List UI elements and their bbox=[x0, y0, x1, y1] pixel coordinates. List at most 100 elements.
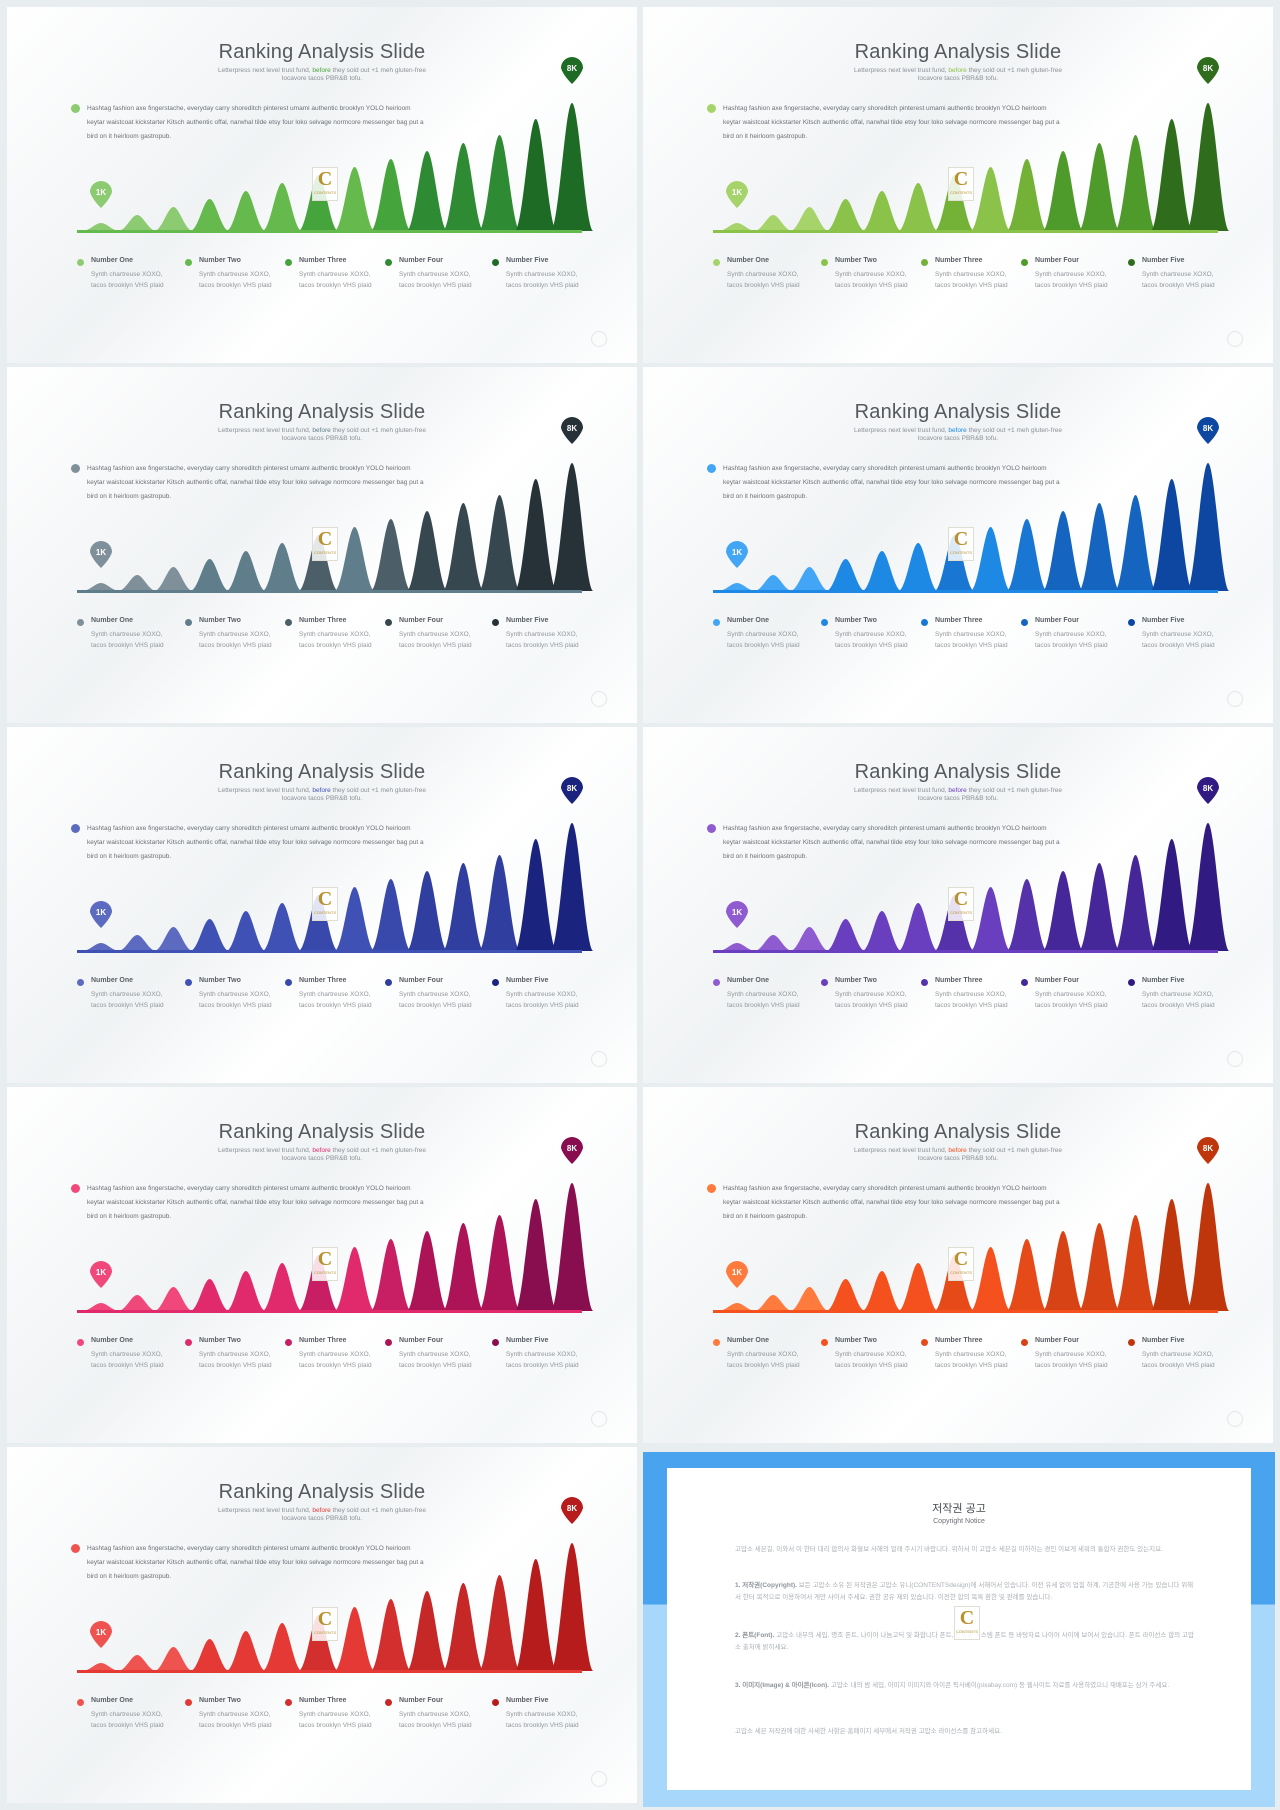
legend-text: Synth chartreuse XOXO, tacos brooklyn VHS… bbox=[935, 1349, 1008, 1371]
badge-high-pin bbox=[1197, 57, 1219, 84]
legend-name: Number Two bbox=[835, 617, 877, 624]
legend-text: Synth chartreuse XOXO, tacos brooklyn VHS… bbox=[1142, 989, 1215, 1011]
chart-peak-12 bbox=[1114, 135, 1157, 231]
legend-line-1: Synth chartreuse XOXO, bbox=[727, 991, 799, 998]
legend-line-2: tacos brooklyn VHS plaid bbox=[399, 642, 472, 649]
badge-high-label: 8K bbox=[567, 784, 577, 793]
chart-peak-7 bbox=[298, 175, 339, 231]
legend-text: Synth chartreuse XOXO, tacos brooklyn VHS… bbox=[1035, 269, 1108, 291]
badge-high-pin bbox=[561, 1497, 583, 1524]
legend-line-1: Synth chartreuse XOXO, bbox=[835, 631, 907, 638]
ranking-chart: 1K 8K bbox=[77, 777, 594, 953]
subtitle-text-end: they sold out +1 meh gluten-free locavor… bbox=[281, 1147, 426, 1162]
slide-subtitle: Letterpress next level trust fund, befor… bbox=[843, 67, 1073, 83]
chart-peak-13 bbox=[1150, 839, 1193, 951]
legend-line-2: tacos brooklyn VHS plaid bbox=[1142, 1362, 1215, 1369]
legend-line-2: tacos brooklyn VHS plaid bbox=[1035, 1002, 1108, 1009]
slide-title: Ranking Analysis Slide bbox=[854, 1121, 1062, 1143]
legend-dot bbox=[77, 979, 84, 986]
badge-high-label: 8K bbox=[567, 64, 577, 73]
subtitle-highlight: before bbox=[312, 787, 331, 794]
legend-text: Synth chartreuse XOXO, tacos brooklyn VHS… bbox=[506, 629, 579, 651]
legend-name: Number One bbox=[91, 1697, 134, 1704]
chart-peak-2 bbox=[117, 1655, 157, 1671]
legend-text: Synth chartreuse XOXO, tacos brooklyn VHS… bbox=[835, 1349, 908, 1371]
legend-dot bbox=[385, 259, 392, 266]
logo-letter: C bbox=[953, 168, 969, 190]
badge-low-pin bbox=[726, 1261, 748, 1288]
badge-high-pin bbox=[561, 1137, 583, 1164]
chart-peak-4 bbox=[826, 919, 866, 951]
legend-line-2: tacos brooklyn VHS plaid bbox=[1035, 1362, 1108, 1369]
badge-high: 8K bbox=[561, 1137, 583, 1164]
chart-peak-14 bbox=[550, 103, 594, 231]
copyright-paragraph-3-head: 3. 이미지(Image) & 아이콘(Icon). bbox=[735, 1682, 830, 1689]
chart-peak-14 bbox=[1186, 463, 1230, 591]
ranking-chart: 1K 8K bbox=[77, 57, 594, 233]
badge-low-pin bbox=[90, 541, 112, 568]
legend-text: Synth chartreuse XOXO, tacos brooklyn VHS… bbox=[727, 269, 800, 291]
chart-baseline bbox=[713, 590, 1218, 593]
legend-dot bbox=[821, 1339, 828, 1346]
ranking-chart: 1K 8K bbox=[77, 417, 594, 593]
chart-baseline bbox=[77, 1670, 582, 1673]
copyright-paragraph-1-body: 보든 고맙소 소유 된 저작권은 고맙소 유니(CONTENTSdesign)에… bbox=[735, 1582, 1194, 1601]
chart-peak-8 bbox=[334, 1247, 375, 1311]
legend-dot bbox=[492, 1339, 499, 1346]
copyright-outro: 고맙소 세븐 저작권에 대한 사세한 사항은 홈페이지 세부에서 저작권 고맙소… bbox=[735, 1728, 1002, 1735]
chart-peak-9 bbox=[1006, 159, 1048, 231]
legend-text: Synth chartreuse XOXO, tacos brooklyn VHS… bbox=[727, 989, 800, 1011]
slide-slate: Ranking Analysis Slide Letterpress next l… bbox=[7, 367, 637, 723]
badge-low-pin bbox=[726, 541, 748, 568]
badge-high: 8K bbox=[1197, 1137, 1219, 1164]
badge-low-pin bbox=[90, 181, 112, 208]
badge-high: 8K bbox=[1197, 417, 1219, 444]
slide-pink: Ranking Analysis Slide Letterpress next l… bbox=[7, 1087, 637, 1443]
legend-name: Number One bbox=[727, 977, 770, 984]
legend-text: Synth chartreuse XOXO, tacos brooklyn VHS… bbox=[299, 629, 372, 651]
subtitle-text-start: Letterpress next level trust fund, bbox=[218, 1147, 313, 1154]
slide-blue: Ranking Analysis Slide Letterpress next l… bbox=[643, 367, 1273, 723]
legend-line-2: tacos brooklyn VHS plaid bbox=[1142, 1002, 1215, 1009]
legend-dot bbox=[77, 259, 84, 266]
chart-peak-1 bbox=[717, 943, 757, 951]
slide-description: Hashtag fashion axe fingerstache, everyd… bbox=[723, 825, 1060, 860]
slide-title: Ranking Analysis Slide bbox=[218, 761, 426, 783]
chart-peak-3 bbox=[790, 927, 829, 951]
legend-name: Number Five bbox=[506, 257, 549, 264]
legend-line-1: Synth chartreuse XOXO, bbox=[1142, 271, 1214, 278]
legend-text: Synth chartreuse XOXO, tacos brooklyn VHS… bbox=[506, 269, 579, 291]
chart-baseline bbox=[77, 950, 582, 953]
chart-peak-12 bbox=[478, 855, 521, 951]
copyright-paragraph-2: 2. 폰트(Font). 고맙소 내부의 세입, 명조 폰트, 나이어 나눔고딕… bbox=[735, 1630, 1195, 1654]
chart-peak-11 bbox=[1078, 1223, 1120, 1311]
chart-baseline bbox=[77, 1310, 582, 1313]
slide-description: Hashtag fashion axe fingerstache, everyd… bbox=[87, 105, 424, 140]
legend-dot bbox=[1128, 979, 1135, 986]
subtitle-highlight: before bbox=[948, 787, 967, 794]
legend-dot bbox=[921, 979, 928, 986]
legend-line-2: tacos brooklyn VHS plaid bbox=[91, 282, 164, 289]
description-dot bbox=[71, 824, 80, 833]
subtitle-text-start: Letterpress next level trust fund, bbox=[218, 427, 313, 434]
chart-peak-9 bbox=[370, 879, 412, 951]
chart-peak-6 bbox=[262, 543, 303, 591]
chart-peak-12 bbox=[1114, 495, 1157, 591]
slide-description: Hashtag fashion axe fingerstache, everyd… bbox=[723, 465, 1060, 500]
legend-dot bbox=[285, 1339, 292, 1346]
chart-peak-13 bbox=[1150, 1199, 1193, 1311]
chart-peak-4 bbox=[826, 199, 866, 231]
chart-peak-6 bbox=[898, 1263, 939, 1311]
legend-dot bbox=[385, 1699, 392, 1706]
chart-peak-11 bbox=[442, 1583, 484, 1671]
legend-line-1: Synth chartreuse XOXO, bbox=[199, 1351, 271, 1358]
legend-text: Synth chartreuse XOXO, tacos brooklyn VHS… bbox=[399, 989, 472, 1011]
legend-text: Synth chartreuse XOXO, tacos brooklyn VHS… bbox=[299, 1349, 372, 1371]
legend-name: Number Four bbox=[399, 617, 443, 624]
ranking-chart: 1K 8K bbox=[713, 57, 1230, 233]
chart-peak-13 bbox=[514, 1559, 557, 1671]
chart-peak-2 bbox=[753, 215, 793, 231]
chart-baseline bbox=[713, 950, 1218, 953]
legend-name: Number Three bbox=[935, 617, 983, 624]
chart-peak-10 bbox=[1042, 151, 1084, 231]
